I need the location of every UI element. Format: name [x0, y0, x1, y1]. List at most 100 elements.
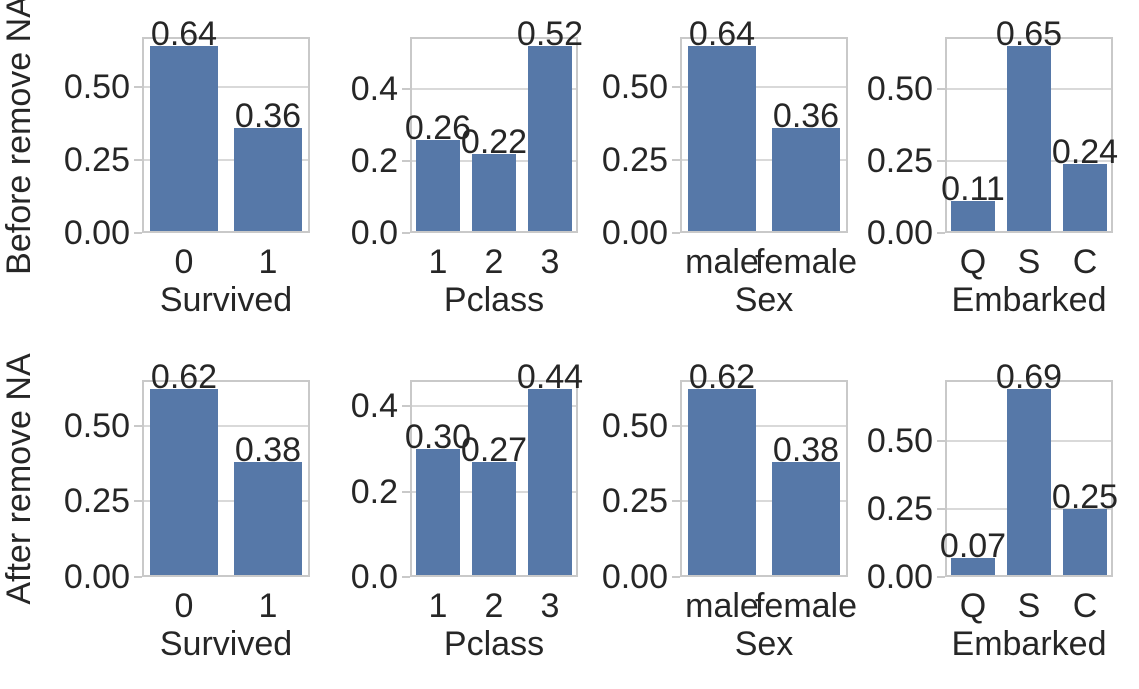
gridline: [142, 159, 310, 162]
y-tick-mark: [937, 576, 945, 578]
bar-survived-0: [150, 389, 218, 577]
y-tick-label: 0.0: [350, 558, 398, 596]
y-tick-label: 0.25: [866, 490, 933, 529]
y-tick-mark: [672, 232, 680, 234]
gridline: [410, 88, 578, 91]
y-tick-mark: [134, 500, 142, 503]
y-tick-mark: [672, 500, 680, 503]
bar-sex-male: [688, 389, 756, 577]
bar-embarked-Q: [950, 201, 996, 233]
y-tick-mark: [937, 232, 945, 234]
bar-survived-1: [234, 462, 302, 577]
x-tick-label: 1: [258, 243, 278, 281]
bar-pclass-1: [415, 139, 461, 233]
bar-value-label: 0.38: [772, 431, 840, 470]
x-axis-label-survived: Survived: [159, 625, 293, 663]
bar-embarked-C: [1062, 164, 1108, 233]
bar-sex-female: [772, 128, 840, 233]
y-tick-label: 0.50: [601, 68, 668, 107]
bar-value-label: 0.36: [234, 97, 302, 135]
bar-pclass-2: [471, 461, 517, 577]
x-axis-label-embarked: Embarked: [951, 281, 1107, 319]
y-tick-label: 0.0: [350, 214, 398, 252]
y-tick-mark: [672, 424, 680, 427]
y-tick-label: 0.00: [601, 558, 668, 596]
x-axis-label-pclass: Pclass: [443, 625, 545, 663]
y-tick-label: 0.00: [63, 214, 130, 252]
y-tick-mark: [672, 159, 680, 162]
bar-pclass-2: [471, 154, 517, 233]
y-tick-label: 0.25: [63, 482, 130, 521]
panel-sex: 0.64 0.36: [680, 17, 848, 233]
panel-embarked: 0.11 0.65 0.24: [941, 17, 1118, 233]
panel-sex: 0.62 0.38: [680, 360, 848, 577]
bar-value-label: 0.22: [460, 123, 528, 162]
x-tick-label: female: [754, 243, 858, 281]
x-tick-label: 2: [484, 243, 504, 281]
bar-embarked-Q: [950, 557, 996, 577]
y-tick-label: 0.50: [601, 406, 668, 445]
y-tick-mark: [937, 508, 945, 511]
bar-value-label: 0.24: [1051, 133, 1119, 172]
y-tick-mark: [402, 405, 410, 408]
bar-embarked-S: [1006, 389, 1052, 577]
x-tick-label: Q: [959, 587, 987, 625]
y-tick-label: 0.25: [601, 482, 668, 521]
bar-survived-0: [150, 46, 218, 233]
gridline: [410, 405, 578, 408]
bar-value-label: 0.25: [1051, 478, 1119, 517]
gridline: [680, 159, 848, 162]
x-axis-label-sex: Sex: [734, 281, 794, 319]
bar-value-label: 0.30: [404, 418, 472, 457]
x-tick-label: S: [1017, 243, 1041, 281]
bar-pclass-3: [527, 46, 573, 233]
bar-pclass-3: [527, 389, 573, 577]
x-tick-label: 3: [540, 243, 560, 281]
y-tick-mark: [134, 232, 142, 234]
x-tick-label: Q: [959, 243, 987, 281]
x-tick-label: male: [685, 243, 759, 281]
x-tick-label: 1: [258, 587, 278, 625]
y-tick-mark: [134, 86, 142, 89]
y-tick-mark: [672, 576, 680, 578]
bar-value-label: 0.07: [939, 526, 1007, 565]
gridline: [680, 424, 848, 427]
y-tick-label: 0.2: [350, 472, 398, 511]
bar-value-label: 0.52: [516, 15, 584, 54]
bar-value-label: 0.44: [516, 358, 584, 397]
x-tick-label: S: [1017, 587, 1041, 625]
gridline: [680, 86, 848, 89]
gridline: [142, 86, 310, 89]
y-tick-label: 0.25: [866, 142, 933, 181]
y-tick-mark: [134, 424, 142, 427]
x-axis-label-sex: Sex: [734, 625, 794, 663]
bar-value-label: 0.62: [150, 358, 218, 397]
y-tick-label: 0.25: [601, 141, 668, 180]
bar-embarked-C: [1062, 509, 1108, 577]
y-tick-mark: [402, 160, 410, 163]
y-tick-label: 0.00: [866, 214, 933, 252]
y-tick-mark: [402, 232, 410, 234]
bar-value-label: 0.65: [995, 15, 1063, 54]
y-tick-mark: [672, 86, 680, 89]
gridline: [680, 500, 848, 503]
x-tick-label: C: [1072, 587, 1098, 625]
y-tick-label: 0.4: [350, 70, 398, 109]
bar-value-label: 0.64: [150, 15, 218, 54]
bar-value-label: 0.26: [404, 108, 472, 147]
x-tick-label: 1: [428, 587, 448, 625]
x-axis-label-embarked: Embarked: [951, 625, 1107, 663]
x-tick-label: C: [1072, 243, 1098, 281]
x-tick-label: 3: [540, 587, 560, 625]
y-tick-label: 0.50: [63, 68, 130, 107]
bar-sex-female: [772, 462, 840, 577]
x-tick-label: female: [754, 587, 858, 625]
bar-value-label: 0.64: [688, 15, 756, 54]
y-tick-label: 0.50: [866, 70, 933, 109]
x-axis-label-pclass: Pclass: [443, 281, 545, 319]
bar-value-label: 0.11: [941, 170, 1005, 209]
bar-embarked-S: [1006, 46, 1052, 233]
panel-survived: 0.62 0.38: [142, 360, 310, 577]
y-tick-mark: [937, 440, 945, 443]
gridline: [142, 424, 310, 427]
